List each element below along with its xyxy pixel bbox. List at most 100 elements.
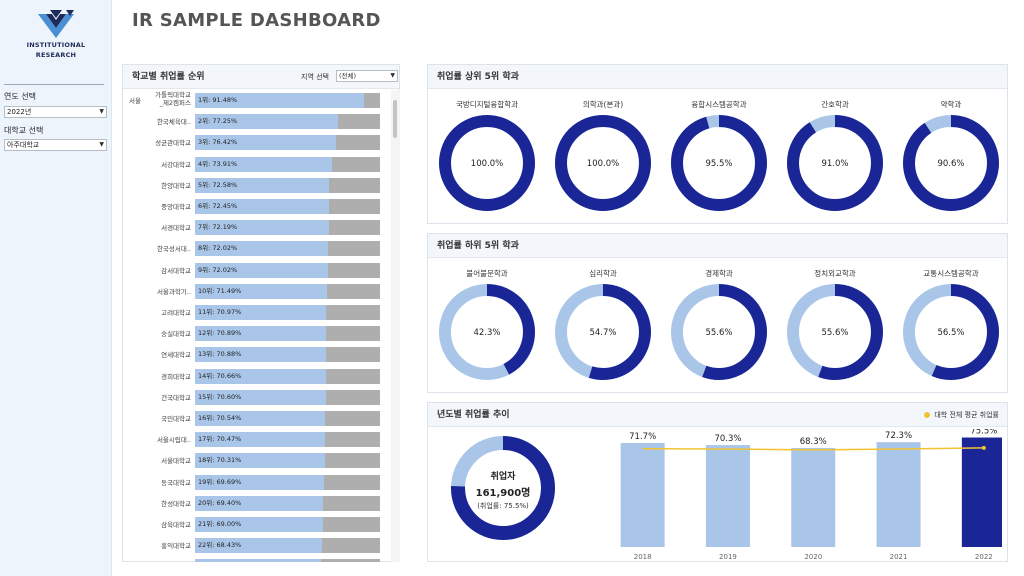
school-select[interactable]: 아주대학교 ▼ — [4, 139, 107, 151]
department-name: 의학과(본과) — [582, 100, 624, 109]
average-rate-point — [981, 445, 986, 450]
ranking-row[interactable]: 한국체육대.. 2위: 77.25% — [123, 111, 391, 132]
top5-department-donut[interactable]: 간호학과 91.0% — [777, 99, 893, 219]
trend-bar[interactable] — [961, 437, 1002, 547]
row-rank-label: 12위: 70.89% — [198, 329, 242, 338]
ranking-list[interactable]: 서울 가톨릭대학교 _제2캠퍼스 1위: 91.48% 한국체육대.. 2위: 77.25… — [123, 90, 391, 562]
row-rate-fill — [195, 432, 326, 448]
donut-value-arc — [903, 284, 999, 380]
department-name: 약학과 — [940, 100, 962, 109]
donut-value-arc — [671, 115, 767, 211]
x-tick-label: 2021 — [890, 553, 908, 561]
row-rate-bar: 16위: 70.54% — [195, 411, 380, 426]
row-rate-fill — [195, 538, 322, 554]
top5-department-donut[interactable]: 융합시스템공학과 95.5% — [661, 99, 777, 219]
row-rate-bar: 13위: 70.88% — [195, 347, 380, 363]
trend-bar[interactable] — [876, 442, 921, 547]
ranking-row[interactable]: 성균관대학교 3위: 76.42% — [123, 132, 391, 153]
institution-logo: INSTITUTIONAL RESEARCH — [18, 8, 94, 70]
ranking-row[interactable]: 홍익대학교 22위: 68.43% — [123, 535, 391, 556]
region-select[interactable]: (전체) ▼ — [336, 70, 398, 82]
department-name: 간호학과 — [821, 100, 849, 109]
donut-chart: 55.6% — [671, 284, 767, 380]
ranking-row[interactable]: 숭실대학교 12위: 70.89% — [123, 323, 391, 344]
row-rank-label: 19위: 69.69% — [198, 477, 242, 486]
ranking-row[interactable]: 경기대학교 — [123, 556, 391, 562]
top5-department-donut[interactable]: 약학과 90.6% — [893, 99, 1009, 219]
donut-value-arc — [903, 115, 999, 211]
row-school-name: 중앙대학교 — [161, 203, 191, 211]
ranking-row[interactable]: 건국대학교 15위: 70.60% — [123, 387, 391, 408]
donut-value-arc — [787, 284, 883, 380]
row-rank-label: 3위: 76.42% — [198, 138, 238, 147]
bottom5-department-donut[interactable]: 정치외교학과 55.6% — [777, 268, 893, 388]
ranking-row[interactable]: 동국대학교 19위: 69.69% — [123, 472, 391, 493]
yearly-trend-panel: 년도별 취업률 추이 대학 전체 평균 취업률 취업자 161,900명 (취업… — [427, 402, 1008, 562]
top5-department-donut[interactable]: 의학과(본과) 100.0% — [545, 99, 661, 219]
row-rank-label: 5위: 72.58% — [198, 180, 238, 189]
ranking-row[interactable]: 한성대학교 20위: 69.40% — [123, 493, 391, 514]
year-select-value: 2022년 — [7, 108, 32, 116]
row-rank-label: 6위: 72.45% — [198, 202, 238, 210]
ranking-row[interactable]: 서울과학기.. 10위: 71.49% — [123, 281, 391, 302]
ranking-row[interactable]: 감서대학교 9위: 72.02% — [123, 260, 391, 281]
ranking-row[interactable]: 한국성서대.. 8위: 72.02% — [123, 238, 391, 259]
ranking-row[interactable]: 서울 가톨릭대학교 _제2캠퍼스 1위: 91.48% — [123, 90, 391, 111]
ranking-row[interactable]: 서강대학교 4위: 73.91% — [123, 154, 391, 175]
row-rate-bar: 6위: 72.45% — [195, 199, 380, 214]
chevron-down-icon: ▼ — [390, 72, 395, 79]
employed-count: 161,900명 — [475, 488, 531, 499]
donut-chart: 54.7% — [555, 284, 651, 380]
row-rank-label: 18위: 70.31% — [198, 456, 242, 465]
ranking-row[interactable]: 중앙대학교 6위: 72.45% — [123, 196, 391, 217]
row-rate-fill — [195, 389, 326, 405]
department-name: 불어불문학과 — [466, 269, 508, 278]
row-rate-fill — [195, 453, 326, 469]
row-rate-fill — [195, 474, 324, 490]
row-rank-label: 15위: 70.60% — [198, 392, 242, 401]
bottom5-department-donut[interactable]: 교통시스템공학과 56.5% — [893, 268, 1009, 388]
row-school-name: 연세대학교 — [161, 351, 191, 360]
ranking-row[interactable]: 경희대학교 14위: 70.66% — [123, 366, 391, 387]
ranking-row[interactable]: 국민대학교 16위: 70.54% — [123, 408, 391, 429]
ranking-row[interactable]: 연세대학교 13위: 70.88% — [123, 344, 391, 365]
row-school-name: 한국체육대.. — [156, 118, 191, 127]
sidebar: INSTITUTIONAL RESEARCH 연도 선택 2022년 ▼ 대학교… — [0, 0, 112, 576]
trend-bar[interactable] — [620, 443, 665, 547]
top5-title: 취업률 상위 5위 학과 — [437, 72, 519, 82]
scroll-thumb[interactable] — [393, 100, 397, 138]
row-rank-label: 17위: 70.47% — [198, 435, 242, 444]
donut-value-label: 95.5% — [705, 159, 732, 169]
row-rate-bar: 8위: 72.02% — [195, 241, 380, 257]
ranking-row[interactable]: 서울시립대.. 17위: 70.47% — [123, 429, 391, 450]
trend-bar[interactable] — [705, 445, 750, 547]
legend-dot-icon — [924, 412, 931, 418]
row-rate-fill — [195, 114, 338, 130]
row-rate-fill — [195, 411, 326, 426]
row-rate-fill — [195, 241, 329, 257]
trend-bar[interactable] — [791, 447, 836, 547]
ranking-row[interactable]: 고려대학교 11위: 70.97% — [123, 302, 391, 323]
ranking-scrollbar[interactable] — [391, 90, 400, 562]
bottom5-departments-panel: 취업률 하위 5위 학과 불어불문학과 42.3% 심리학과 54.7% 경제학과 55.… — [427, 233, 1008, 393]
bottom5-department-donut[interactable]: 불어불문학과 42.3% — [429, 268, 545, 388]
bottom5-department-donut[interactable]: 경제학과 55.6% — [661, 268, 777, 388]
ranking-row[interactable]: 삼육대학교 21위: 69.00% — [123, 514, 391, 535]
donut-chart: 100.0% — [439, 115, 535, 211]
bar-value-label: 68.3% — [800, 437, 827, 447]
year-select[interactable]: 2022년 ▼ — [4, 106, 107, 118]
row-rate-bar: 4위: 73.91% — [195, 156, 380, 172]
bottom5-department-donut[interactable]: 심리학과 54.7% — [545, 268, 661, 388]
employed-rate: (취업률: 75.5%) — [477, 502, 529, 510]
school-filter-label: 대학교 선택 — [4, 126, 44, 135]
row-school-name: 숭실대학교 — [161, 330, 191, 339]
row-school-name: 한성대학교 — [161, 499, 191, 508]
row-rate-fill — [195, 517, 323, 532]
bottom5-title: 취업률 하위 5위 학과 — [437, 241, 519, 251]
top5-department-donut[interactable]: 국방디지털융합학과 100.0% — [429, 99, 545, 219]
donut-value-label: 100.0% — [471, 159, 503, 169]
x-tick-label: 2018 — [634, 553, 652, 561]
ranking-row[interactable]: 서경대학교 7위: 72.19% — [123, 217, 391, 238]
ranking-row[interactable]: 한양대학교 5위: 72.58% — [123, 175, 391, 196]
ranking-row[interactable]: 서울대학교 18위: 70.31% — [123, 450, 391, 471]
